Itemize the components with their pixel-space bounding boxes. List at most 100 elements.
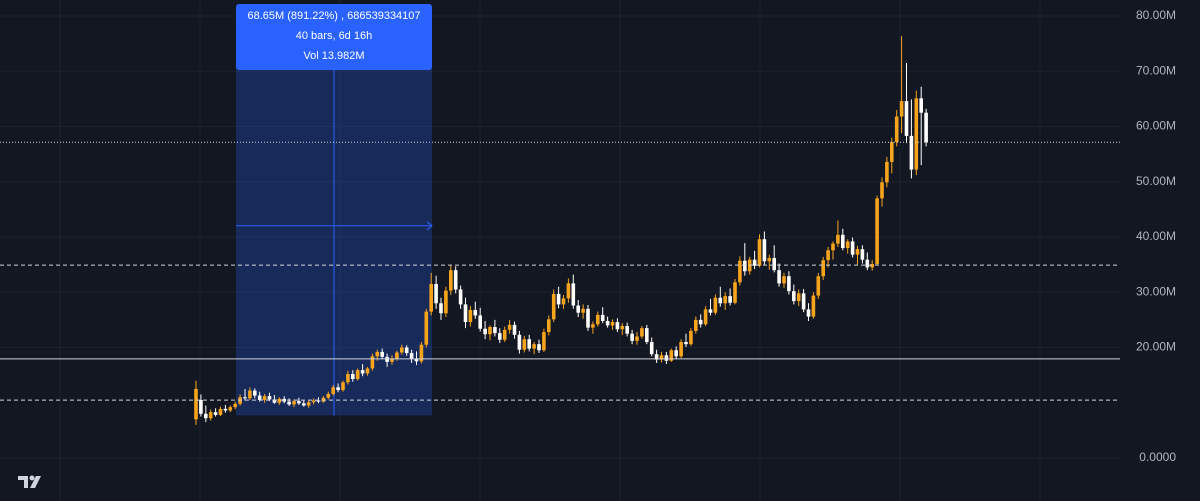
candle-body — [439, 303, 443, 314]
candle-body — [615, 322, 620, 330]
logo — [18, 475, 41, 488]
candle-body — [257, 395, 262, 400]
candle-body — [395, 352, 399, 359]
candle-body — [782, 276, 786, 284]
candle-body — [801, 293, 806, 310]
candle-body — [708, 309, 713, 313]
candle-body — [253, 390, 257, 396]
candle-body — [556, 293, 561, 305]
y-tick-label: 30.00M — [1136, 284, 1176, 298]
candle-body — [302, 403, 306, 406]
candle-body — [194, 388, 198, 420]
candle-body — [757, 239, 762, 266]
candle-body — [718, 297, 723, 304]
candle-body — [733, 282, 737, 303]
candle-body — [669, 350, 674, 361]
candle-body — [355, 370, 360, 379]
candle-body — [336, 387, 340, 391]
candle-body — [752, 259, 757, 266]
y-tick-label: 40.00M — [1136, 229, 1176, 243]
candle-body — [468, 309, 473, 323]
candle-body — [311, 400, 316, 403]
candle-body — [483, 328, 487, 335]
candle-body — [351, 374, 355, 379]
candle-body — [419, 344, 424, 362]
candle-body — [429, 283, 433, 312]
candle-body — [811, 295, 816, 317]
candle-body — [199, 399, 203, 414]
candle-body — [860, 249, 865, 260]
candle-body — [645, 328, 649, 342]
candle-body — [792, 291, 796, 302]
candle-body — [400, 347, 404, 353]
candle-body — [738, 260, 742, 283]
candle-body — [919, 98, 923, 113]
candle-body — [292, 401, 296, 405]
candle-body — [772, 257, 776, 271]
y-tick-label: 0.0000 — [1139, 450, 1176, 464]
y-tick-label: 60.00M — [1136, 119, 1176, 133]
candle-body — [507, 324, 512, 330]
candle-body — [498, 333, 502, 340]
measure-tooltip-text: 40 bars, 6d 16h — [296, 30, 372, 42]
candle-body — [444, 290, 448, 314]
candle-body — [424, 311, 429, 345]
candle-body — [473, 309, 478, 316]
candle-body — [674, 350, 678, 357]
candle-body — [870, 264, 874, 268]
candle-body — [865, 259, 870, 268]
candle-body — [605, 320, 610, 326]
y-tick-label: 70.00M — [1136, 63, 1176, 77]
candle-body — [370, 356, 375, 369]
candle-body — [880, 182, 884, 199]
candle-body — [659, 355, 664, 360]
candle-body — [875, 198, 879, 265]
candle-body — [904, 101, 909, 136]
candle-body — [596, 314, 600, 325]
candle-body — [571, 283, 576, 306]
candle-body — [713, 297, 718, 313]
candle-body — [449, 270, 453, 291]
candle-body — [728, 296, 732, 303]
candle-body — [845, 241, 850, 249]
candle-body — [228, 407, 233, 411]
candle-body — [277, 398, 282, 403]
candle-body — [762, 239, 767, 262]
candle-body — [282, 398, 286, 402]
candle-body — [208, 412, 213, 419]
candle-body — [233, 403, 237, 408]
candle-body — [551, 293, 556, 320]
plot — [194, 36, 928, 425]
candle-body — [561, 298, 566, 305]
candle-body — [694, 319, 698, 331]
candle-body — [512, 324, 517, 335]
candle-body — [855, 249, 860, 255]
candle-body — [654, 354, 659, 360]
candle-body — [821, 260, 825, 277]
candle-body — [826, 250, 830, 261]
candle-body — [297, 401, 301, 404]
candle-body — [223, 408, 228, 411]
candle-body — [463, 304, 468, 323]
candle-body — [218, 408, 223, 415]
candle-body — [532, 344, 536, 349]
candle-body — [346, 374, 350, 383]
candle-body — [816, 276, 821, 296]
candle-body — [380, 351, 384, 357]
grid — [0, 15, 1120, 459]
candle-body — [914, 98, 919, 170]
candle-body — [517, 334, 522, 350]
candle-body — [899, 101, 904, 117]
candle-body — [640, 328, 644, 337]
candle-body — [909, 135, 914, 170]
measure-tooltip-text: Vol 13.982M — [303, 50, 364, 62]
candle-body — [287, 401, 291, 405]
candle-body — [890, 141, 894, 162]
candle-body — [689, 330, 693, 345]
candle-body — [581, 308, 585, 313]
y-tick-label: 80.00M — [1136, 8, 1176, 22]
candle-body — [390, 358, 394, 362]
candle-body — [213, 412, 218, 415]
